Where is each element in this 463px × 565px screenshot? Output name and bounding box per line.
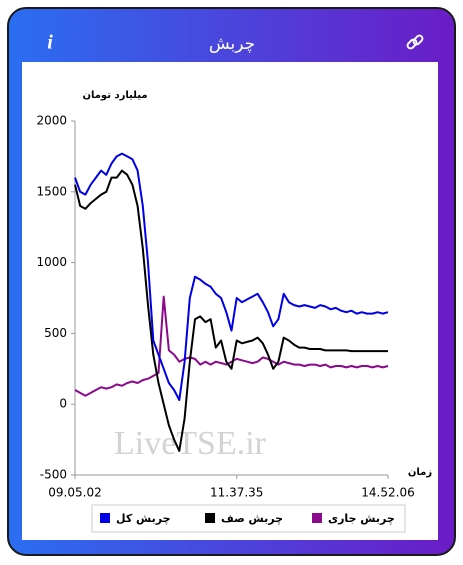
y-tick-label: 500: [44, 326, 67, 340]
info-button[interactable]: i: [47, 32, 53, 54]
y-tick-label: 1500: [36, 184, 67, 198]
series-line: [74, 169, 388, 452]
y-tick-label: 0: [59, 397, 67, 411]
legend: [91, 504, 406, 533]
legend-swatch: [312, 513, 322, 523]
legend-label: چربش جاری: [328, 512, 395, 525]
y-axis-label: میلیارد تومان: [82, 90, 147, 101]
link-button[interactable]: [406, 34, 424, 50]
header-title: چربش: [209, 34, 255, 54]
series-line: [74, 152, 389, 401]
legend-label: چربش صف: [221, 512, 283, 525]
x-axis-label: زمان: [408, 467, 432, 478]
legend-swatch: [100, 513, 110, 523]
legend-swatch: [205, 513, 215, 523]
watermark: LiveTSE.ir: [114, 425, 267, 462]
x-tick-label: 09.05.02: [48, 486, 101, 500]
x-tick-label: 11.37.35: [210, 486, 263, 500]
legend-label: چربش کل: [116, 512, 171, 525]
y-tick-label: -500: [40, 468, 67, 482]
series-line: [74, 295, 389, 397]
x-tick-label: 14.52.06: [361, 486, 414, 500]
chart-panel: [22, 62, 438, 540]
y-tick-label: 2000: [36, 114, 67, 128]
y-tick-label: 1000: [36, 255, 67, 269]
